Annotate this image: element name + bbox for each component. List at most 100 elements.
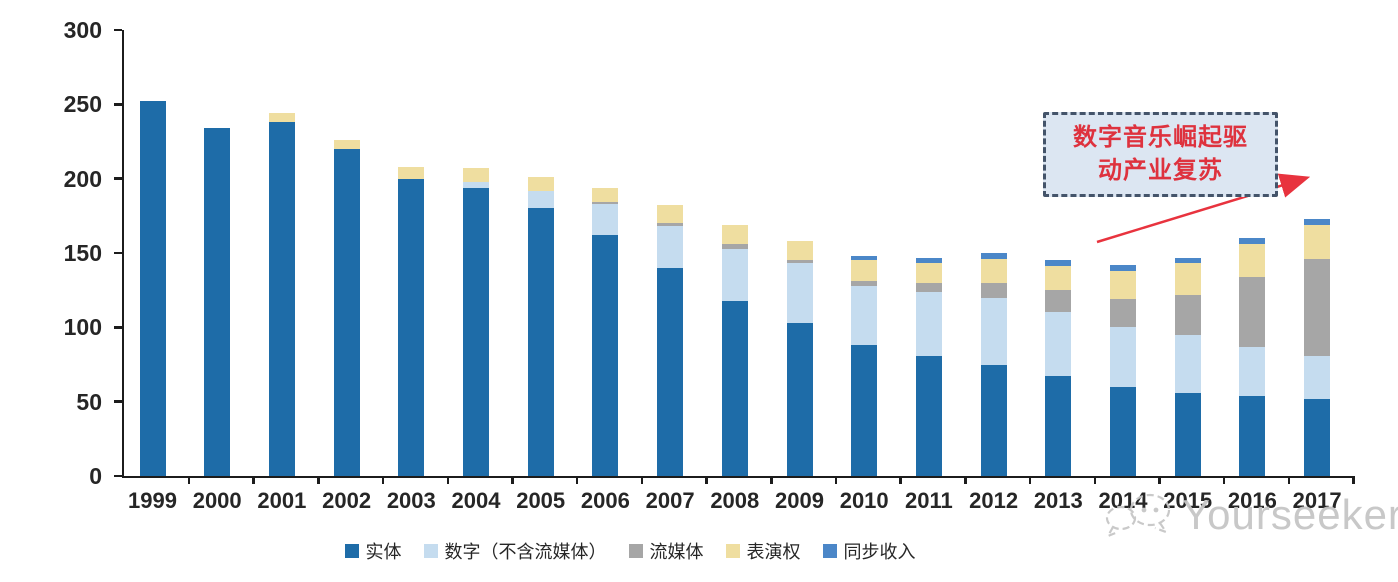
bar-segment-数字（不含流媒体） (592, 203, 619, 236)
x-axis-label: 2001 (257, 488, 307, 513)
bar-segment-表演权 (1174, 263, 1201, 295)
bar-segment-实体 (1239, 395, 1266, 476)
bar-segment-实体 (786, 322, 813, 476)
legend-item-表演权: 表演权 (725, 538, 801, 564)
bar-segment-数字（不含流媒体） (463, 181, 489, 188)
bar-segment-数字（不含流媒体） (657, 226, 684, 268)
y-axis-tick (114, 251, 122, 255)
bar-segment-数字（不含流媒体） (721, 248, 748, 301)
bar-2008 (721, 224, 748, 476)
bar-segment-表演权 (721, 224, 748, 245)
bar-segment-数字（不含流媒体） (1239, 346, 1266, 396)
x-axis-tick (705, 476, 708, 484)
x-axis-label: 2000 (192, 488, 242, 513)
y-axis-tick (114, 474, 122, 478)
legend-swatch (822, 544, 837, 558)
bar-segment-表演权 (463, 168, 489, 182)
annotation-callout: 数字音乐崛起驱 动产业复苏 (1043, 112, 1278, 197)
x-axis-label: 2002 (322, 488, 372, 513)
y-axis-label: 250 (63, 91, 102, 118)
bar-2010 (851, 256, 878, 476)
bar-2016 (1239, 238, 1266, 476)
bar-segment-实体 (333, 148, 360, 476)
bar-segment-同步收入 (1045, 260, 1072, 267)
legend-item-同步收入: 同步收入 (822, 538, 916, 564)
bar-2005 (527, 177, 554, 476)
y-axis-label: 150 (63, 240, 102, 266)
bar-2017 (1304, 218, 1331, 476)
bar-segment-流媒体 (592, 202, 619, 204)
x-axis-label: 2014 (1098, 488, 1148, 513)
x-axis-tick (446, 476, 450, 484)
y-axis-tick (114, 28, 122, 32)
bar-segment-实体 (592, 235, 619, 476)
legend-item-流媒体: 流媒体 (628, 538, 704, 564)
legend-label: 数字（不含流媒体） (444, 542, 607, 562)
x-axis-label: 1999 (128, 488, 177, 513)
y-axis-label: 300 (63, 17, 102, 43)
bar-segment-表演权 (333, 140, 360, 149)
x-axis-tick (252, 476, 255, 484)
x-axis-label: 2008 (710, 488, 760, 513)
watermark: Yourseeker (1100, 486, 1398, 544)
bar-segment-实体 (915, 355, 942, 476)
plot-area: 1999 2000 2001 2002 2003 2004 2005 2006 2007 2008… (114, 28, 1355, 513)
bar-segment-实体 (1174, 392, 1201, 476)
bar-segment-数字（不含流媒体） (980, 297, 1007, 365)
bar-segment-数字（不含流媒体） (851, 285, 878, 346)
x-axis-label: 2009 (775, 488, 824, 513)
x-axis-tick (1352, 476, 1355, 484)
bar-segment-表演权 (980, 258, 1007, 283)
x-axis-tick (964, 476, 967, 484)
x-axis-tick (1287, 476, 1291, 484)
legend: 实体 数字（不含流媒体） 流媒体 表演权 同步收入 (0, 538, 1260, 564)
bar-segment-表演权 (786, 241, 813, 261)
bar-segment-实体 (980, 364, 1007, 476)
bar-2012 (980, 253, 1007, 476)
y-axis-label: 50 (76, 388, 102, 415)
bar-segment-数字（不含流媒体） (527, 190, 554, 209)
bar-segment-表演权 (398, 166, 425, 179)
legend-label: 同步收入 (843, 542, 916, 562)
bar-segment-同步收入 (851, 256, 878, 261)
bar-2013 (1045, 260, 1072, 476)
bar-segment-表演权 (1304, 224, 1331, 259)
bar-segment-实体 (657, 267, 684, 476)
x-axis-tick (317, 476, 320, 484)
bar-segment-表演权 (592, 187, 619, 203)
bar-segment-实体 (851, 345, 878, 476)
bar-segment-数字（不含流媒体） (1174, 334, 1201, 393)
legend-swatch (628, 544, 643, 558)
bar-segment-同步收入 (915, 257, 942, 264)
x-axis-label: 2011 (905, 488, 953, 513)
bar-segment-流媒体 (657, 223, 684, 227)
bar-segment-流媒体 (1174, 294, 1201, 335)
bar-segment-实体 (268, 122, 295, 476)
bar-segment-实体 (398, 178, 425, 476)
bar-2004 (463, 168, 489, 476)
bar-segment-表演权 (851, 260, 878, 282)
bar-segment-同步收入 (1110, 264, 1136, 271)
legend-label: 表演权 (746, 542, 801, 562)
bar-2001 (268, 113, 295, 476)
x-axis-tick (1222, 476, 1226, 484)
x-axis-label: 2012 (969, 488, 1019, 513)
legend-label: 实体 (365, 542, 402, 562)
bar-2011 (915, 257, 942, 476)
bar-segment-实体 (1045, 376, 1072, 476)
bar-segment-流媒体 (1045, 290, 1072, 313)
x-axis-tick (1028, 476, 1032, 484)
bar-segment-流媒体 (851, 281, 878, 286)
x-axis-tick (1093, 476, 1097, 484)
x-axis-label: 2004 (451, 488, 501, 513)
bar-segment-表演权 (1045, 266, 1072, 291)
bar-segment-数字（不含流媒体） (915, 291, 942, 356)
bar-2015 (1174, 257, 1201, 476)
x-axis-tick (640, 476, 644, 484)
bar-segment-实体 (1304, 398, 1331, 476)
bar-segment-实体 (1110, 386, 1136, 476)
legend-item-数字（不含流媒体）: 数字（不含流媒体） (423, 538, 607, 564)
bar-segment-实体 (204, 128, 231, 476)
bar-segment-流媒体 (1110, 299, 1136, 328)
